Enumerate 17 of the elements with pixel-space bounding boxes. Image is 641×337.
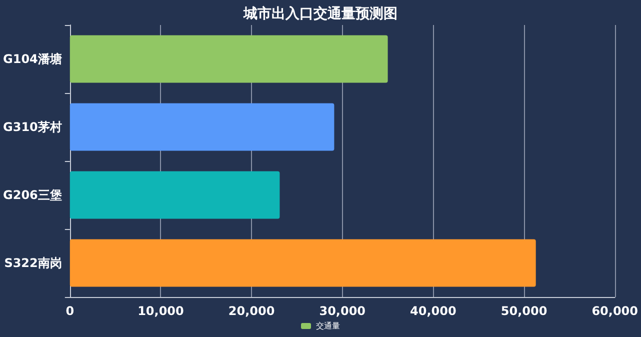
x-tick-label: 40,000 bbox=[410, 304, 456, 318]
bar bbox=[70, 239, 536, 287]
y-tick-label: G206三堡 bbox=[2, 188, 62, 202]
chart-title: 城市出入口交通量预测图 bbox=[242, 5, 398, 22]
bar bbox=[70, 171, 280, 219]
legend-label: 交通量 bbox=[316, 322, 340, 330]
bar bbox=[70, 35, 388, 83]
y-tick-label: G310茅村 bbox=[2, 120, 62, 134]
x-tick-label: 50,000 bbox=[500, 304, 548, 318]
y-tick-label: G104潘塘 bbox=[2, 52, 62, 66]
x-tick-label: 30,000 bbox=[319, 304, 366, 318]
x-tick-label: 20,000 bbox=[228, 304, 275, 318]
y-tick-label: S322南岗 bbox=[4, 256, 62, 270]
bar bbox=[70, 103, 334, 151]
x-tick-label: 10,000 bbox=[138, 304, 184, 318]
x-tick-label: 60,000 bbox=[592, 304, 638, 318]
x-tick-label: 0 bbox=[66, 304, 74, 318]
